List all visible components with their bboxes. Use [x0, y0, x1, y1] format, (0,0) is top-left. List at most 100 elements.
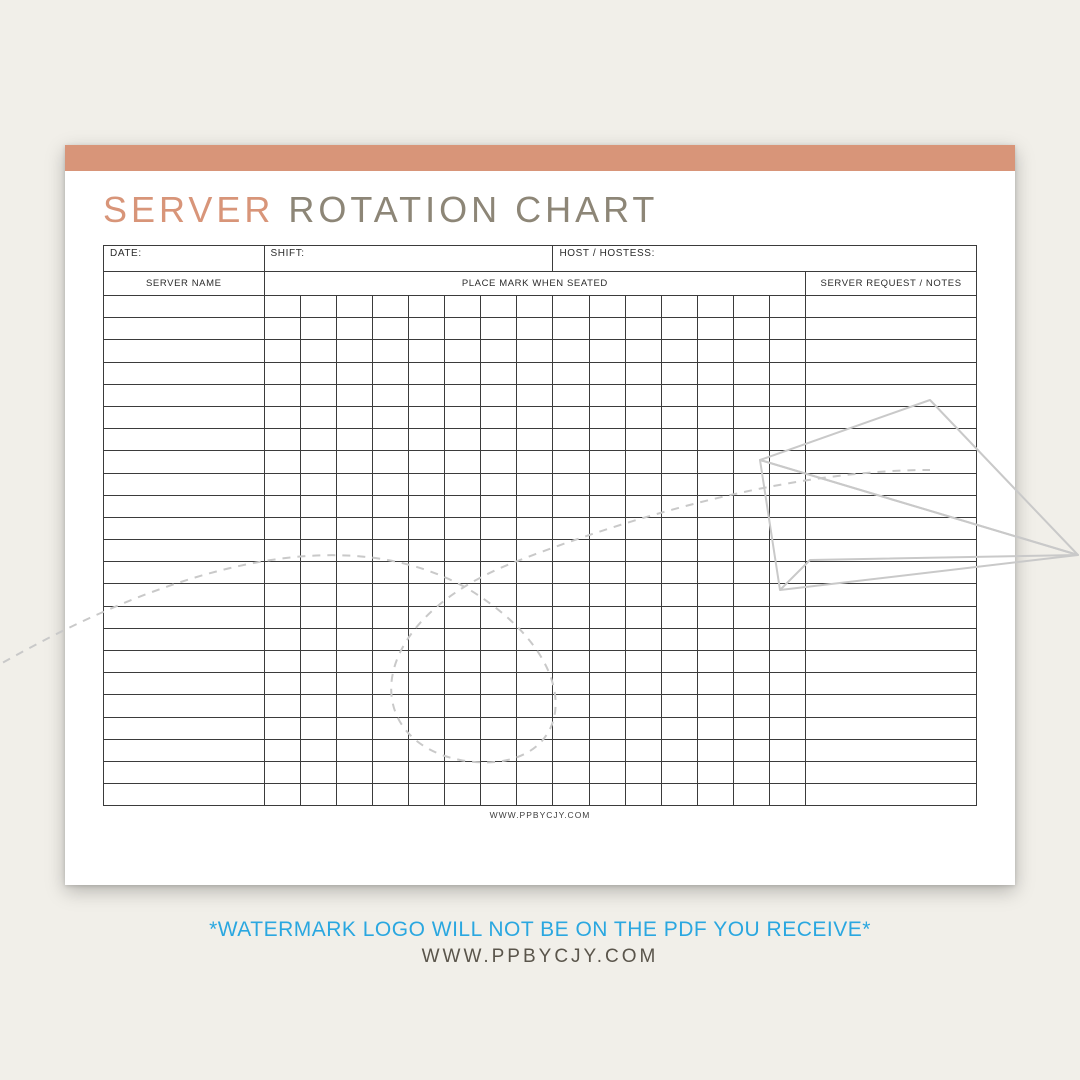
mark-cell[interactable]: [697, 451, 733, 473]
mark-cell[interactable]: [517, 384, 553, 406]
mark-cell[interactable]: [770, 717, 806, 739]
mark-cell[interactable]: [300, 451, 336, 473]
mark-cell[interactable]: [770, 784, 806, 806]
mark-cell[interactable]: [697, 473, 733, 495]
mark-cell[interactable]: [589, 717, 625, 739]
mark-cell[interactable]: [264, 651, 300, 673]
mark-cell[interactable]: [625, 651, 661, 673]
mark-cell[interactable]: [300, 340, 336, 362]
mark-cell[interactable]: [372, 318, 408, 340]
mark-cell[interactable]: [481, 651, 517, 673]
notes-cell[interactable]: [806, 628, 977, 650]
mark-cell[interactable]: [300, 606, 336, 628]
mark-cell[interactable]: [445, 761, 481, 783]
mark-cell[interactable]: [372, 562, 408, 584]
mark-cell[interactable]: [697, 540, 733, 562]
mark-cell[interactable]: [625, 318, 661, 340]
mark-cell[interactable]: [661, 540, 697, 562]
mark-cell[interactable]: [697, 584, 733, 606]
mark-cell[interactable]: [300, 628, 336, 650]
mark-cell[interactable]: [734, 540, 770, 562]
server-name-cell[interactable]: [104, 761, 265, 783]
mark-cell[interactable]: [264, 429, 300, 451]
mark-cell[interactable]: [336, 340, 372, 362]
mark-cell[interactable]: [625, 562, 661, 584]
mark-cell[interactable]: [589, 296, 625, 318]
mark-cell[interactable]: [697, 606, 733, 628]
mark-cell[interactable]: [697, 429, 733, 451]
mark-cell[interactable]: [408, 562, 444, 584]
mark-cell[interactable]: [300, 362, 336, 384]
mark-cell[interactable]: [517, 517, 553, 539]
mark-cell[interactable]: [625, 739, 661, 761]
mark-cell[interactable]: [589, 473, 625, 495]
mark-cell[interactable]: [589, 362, 625, 384]
mark-cell[interactable]: [553, 517, 589, 539]
mark-cell[interactable]: [408, 695, 444, 717]
mark-cell[interactable]: [264, 784, 300, 806]
mark-cell[interactable]: [408, 761, 444, 783]
mark-cell[interactable]: [697, 340, 733, 362]
mark-cell[interactable]: [481, 628, 517, 650]
mark-cell[interactable]: [517, 296, 553, 318]
mark-cell[interactable]: [734, 651, 770, 673]
notes-cell[interactable]: [806, 296, 977, 318]
mark-cell[interactable]: [589, 429, 625, 451]
mark-cell[interactable]: [770, 451, 806, 473]
mark-cell[interactable]: [445, 673, 481, 695]
mark-cell[interactable]: [697, 695, 733, 717]
mark-cell[interactable]: [625, 362, 661, 384]
mark-cell[interactable]: [661, 628, 697, 650]
mark-cell[interactable]: [481, 429, 517, 451]
mark-cell[interactable]: [300, 562, 336, 584]
mark-cell[interactable]: [625, 673, 661, 695]
mark-cell[interactable]: [553, 739, 589, 761]
server-name-cell[interactable]: [104, 473, 265, 495]
mark-cell[interactable]: [408, 651, 444, 673]
mark-cell[interactable]: [481, 606, 517, 628]
mark-cell[interactable]: [408, 362, 444, 384]
mark-cell[interactable]: [697, 651, 733, 673]
mark-cell[interactable]: [300, 695, 336, 717]
mark-cell[interactable]: [625, 495, 661, 517]
mark-cell[interactable]: [661, 429, 697, 451]
mark-cell[interactable]: [661, 362, 697, 384]
mark-cell[interactable]: [264, 584, 300, 606]
notes-cell[interactable]: [806, 517, 977, 539]
mark-cell[interactable]: [300, 784, 336, 806]
mark-cell[interactable]: [408, 406, 444, 428]
mark-cell[interactable]: [264, 362, 300, 384]
mark-cell[interactable]: [517, 429, 553, 451]
server-name-cell[interactable]: [104, 695, 265, 717]
mark-cell[interactable]: [517, 651, 553, 673]
mark-cell[interactable]: [697, 628, 733, 650]
mark-cell[interactable]: [445, 562, 481, 584]
mark-cell[interactable]: [372, 540, 408, 562]
mark-cell[interactable]: [372, 473, 408, 495]
mark-cell[interactable]: [770, 517, 806, 539]
mark-cell[interactable]: [625, 384, 661, 406]
mark-cell[interactable]: [481, 717, 517, 739]
mark-cell[interactable]: [770, 606, 806, 628]
notes-cell[interactable]: [806, 362, 977, 384]
mark-cell[interactable]: [734, 318, 770, 340]
mark-cell[interactable]: [734, 406, 770, 428]
mark-cell[interactable]: [734, 673, 770, 695]
mark-cell[interactable]: [734, 584, 770, 606]
mark-cell[interactable]: [300, 473, 336, 495]
mark-cell[interactable]: [734, 628, 770, 650]
mark-cell[interactable]: [517, 784, 553, 806]
mark-cell[interactable]: [589, 584, 625, 606]
mark-cell[interactable]: [770, 739, 806, 761]
mark-cell[interactable]: [517, 606, 553, 628]
mark-cell[interactable]: [661, 517, 697, 539]
notes-cell[interactable]: [806, 562, 977, 584]
mark-cell[interactable]: [734, 384, 770, 406]
mark-cell[interactable]: [408, 540, 444, 562]
mark-cell[interactable]: [770, 473, 806, 495]
mark-cell[interactable]: [264, 296, 300, 318]
mark-cell[interactable]: [264, 540, 300, 562]
mark-cell[interactable]: [770, 540, 806, 562]
mark-cell[interactable]: [264, 717, 300, 739]
mark-cell[interactable]: [661, 451, 697, 473]
